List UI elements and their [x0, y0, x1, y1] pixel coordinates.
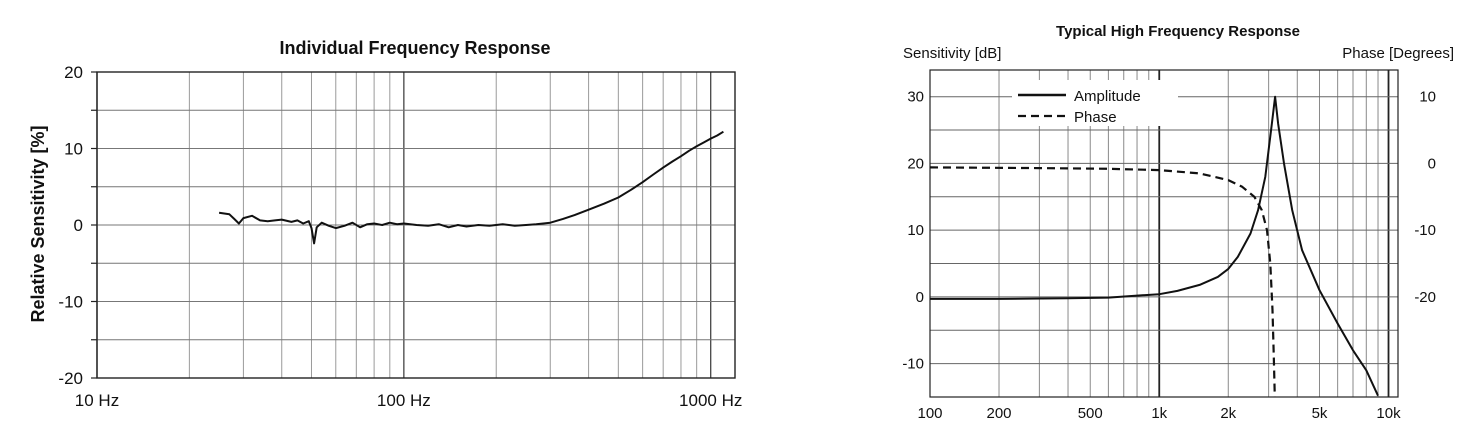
y-tick-label: 0 [74, 216, 83, 235]
y-tick-label: -20 [58, 369, 83, 388]
chart1-y-axis-label: Relative Sensitivity [%] [28, 125, 48, 322]
chart2-series [929, 95, 1379, 398]
y-tick-label: 0 [916, 289, 924, 306]
chart2-axes [929, 69, 1399, 398]
chart1-title: Individual Frequency Response [279, 38, 550, 58]
legend-amplitude-label: Amplitude [1074, 88, 1141, 105]
chart2-legend: Amplitude Phase [1012, 80, 1178, 126]
chart2-y-ticks: 30 20 10 0 -10 [902, 89, 924, 373]
y2-tick-label: 10 [1419, 89, 1436, 106]
x-tick-label: 200 [986, 405, 1011, 422]
chart2-grid [929, 70, 1398, 397]
y2-tick-label: -10 [1414, 222, 1436, 239]
x-tick-label: 100 Hz [377, 391, 431, 410]
y-tick-label: 10 [64, 140, 83, 159]
chart2-y2-ticks: 10 0 -10 -20 [1414, 89, 1436, 306]
y-tick-label: -10 [902, 356, 924, 373]
chart1-y-ticks: 20 10 0 -10 -20 [58, 63, 83, 388]
typical-high-frequency-response-chart: Typical High Frequency Response Sensitiv… [902, 23, 1454, 422]
y2-tick-label: -20 [1414, 289, 1436, 306]
chart2-right-axis-label: Phase [Degrees] [1342, 45, 1454, 62]
individual-frequency-response-chart: Individual Frequency Response Relative S… [28, 38, 742, 410]
amplitude-line-series [930, 95, 1379, 397]
y2-tick-label: 0 [1428, 155, 1436, 172]
y-tick-label: 20 [907, 155, 924, 172]
chart1-series [218, 130, 724, 245]
phase-line-series [929, 166, 1276, 398]
legend-background [1012, 80, 1178, 126]
chart2-title: Typical High Frequency Response [1056, 23, 1300, 40]
y-tick-label: 20 [64, 63, 83, 82]
x-tick-label: 5k [1312, 405, 1328, 422]
legend-phase-label: Phase [1074, 109, 1117, 126]
y-tick-label: 10 [907, 222, 924, 239]
chart2-x-ticks: 100 200 500 1k 2k 5k 10k [917, 405, 1401, 422]
x-tick-label: 500 [1078, 405, 1103, 422]
chart1-x-ticks: 10 Hz 100 Hz 1000 Hz [75, 391, 743, 410]
chart2-left-axis-label: Sensitivity [dB] [903, 45, 1001, 62]
x-tick-label: 100 [917, 405, 942, 422]
x-tick-label: 1000 Hz [679, 391, 742, 410]
chart1-grid [96, 71, 735, 379]
y-tick-label: 30 [907, 89, 924, 106]
chart1-axes [91, 71, 736, 379]
x-tick-label: 10 Hz [75, 391, 119, 410]
x-tick-label: 2k [1220, 405, 1236, 422]
y-tick-label: -10 [58, 293, 83, 312]
x-tick-label: 10k [1376, 405, 1401, 422]
plot-frame [929, 69, 1399, 398]
x-tick-label: 1k [1151, 405, 1167, 422]
response-line-series [218, 130, 724, 245]
